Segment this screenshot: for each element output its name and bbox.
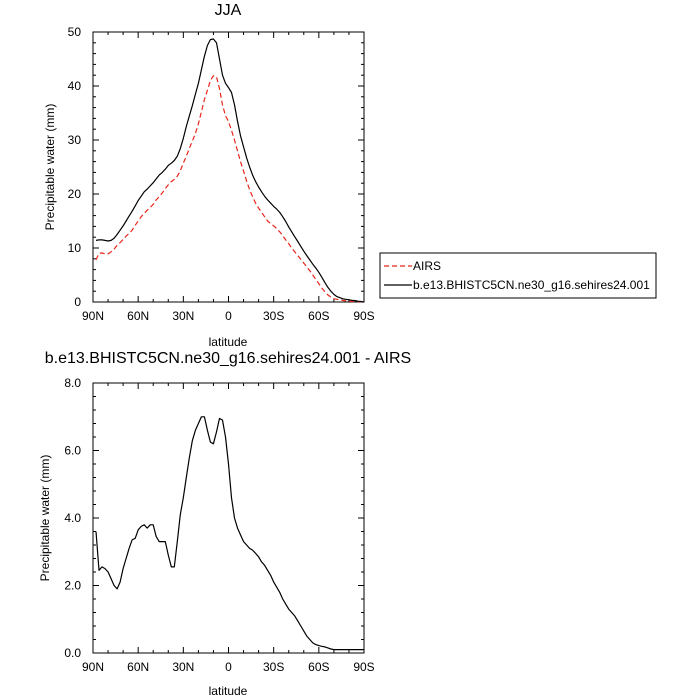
top-ytick-label: 0 bbox=[74, 295, 81, 309]
top-series-lines bbox=[95, 38, 365, 303]
bottom-ytick-label: 6.0 bbox=[64, 444, 81, 458]
bottom-ytick-label: 4.0 bbox=[64, 511, 81, 525]
bottom-xtick-label: 60S bbox=[308, 660, 329, 674]
legend-box bbox=[379, 252, 657, 299]
top-xtick-label: 90S bbox=[353, 309, 374, 323]
bottom-ytick-label: 0.0 bbox=[64, 646, 81, 660]
bottom-xtick-label: 30N bbox=[172, 660, 194, 674]
legend-model-label: b.e13.BHISTC5CN.ne30_g16.sehires24.001 bbox=[413, 278, 650, 292]
top-ytick-label: 50 bbox=[68, 25, 82, 39]
top-x-axis-label: latitude bbox=[209, 335, 248, 349]
legend-airs-label: AIRS bbox=[413, 259, 441, 273]
top-series-line-0 bbox=[95, 75, 365, 303]
top-ytick-label: 10 bbox=[68, 241, 82, 255]
top-axis-ticks: 90N 60N 30N 0 30S 60S 90S 0 10 20 30 40 50 bbox=[68, 25, 375, 323]
top-ytick-label: 20 bbox=[68, 187, 82, 201]
top-plot-frame bbox=[92, 31, 365, 303]
bottom-series-line-0 bbox=[95, 416, 364, 651]
bottom-y-axis-label: Precipitable water (mm) bbox=[38, 455, 52, 582]
bottom-ytick-label: 8.0 bbox=[64, 376, 81, 390]
bottom-panel: b.e13.BHISTC5CN.ne30_g16.sehires24.001 -… bbox=[38, 350, 411, 698]
top-chart-title: JJA bbox=[215, 2, 242, 19]
top-xtick-label: 60S bbox=[308, 309, 329, 323]
top-ytick-label: 40 bbox=[68, 79, 82, 93]
bottom-chart-title: b.e13.BHISTC5CN.ne30_g16.sehires24.001 -… bbox=[45, 350, 411, 367]
bottom-series-lines bbox=[95, 416, 364, 651]
bottom-axis-ticks: 90N 60N 30N 0 30S 60S 90S 0.0 2.0 4.0 6.0 8.0 bbox=[64, 376, 374, 674]
bottom-xtick-label: 90S bbox=[353, 660, 374, 674]
bottom-xtick-label: 90N bbox=[82, 660, 104, 674]
top-ytick-label: 30 bbox=[68, 133, 82, 147]
top-panel: JJA 90N 60N 30N 0 30S 60S 90S 0 10 20 30 40 50 latit… bbox=[43, 2, 375, 349]
top-xtick-label: 60N bbox=[127, 309, 149, 323]
top-xtick-label: 90N bbox=[82, 309, 104, 323]
bottom-plot-frame bbox=[92, 382, 365, 654]
bottom-xtick-label: 60N bbox=[127, 660, 149, 674]
top-xtick-label: 0 bbox=[225, 309, 232, 323]
top-xtick-label: 30S bbox=[263, 309, 284, 323]
top-series-line-1 bbox=[95, 38, 365, 303]
bottom-ytick-label: 2.0 bbox=[64, 579, 81, 593]
bottom-xtick-label: 0 bbox=[225, 660, 232, 674]
top-xtick-label: 30N bbox=[172, 309, 194, 323]
top-y-axis-label: Precipitable water (mm) bbox=[43, 104, 57, 231]
bottom-xtick-label: 30S bbox=[263, 660, 284, 674]
legend: AIRS b.e13.BHISTC5CN.ne30_g16.sehires24.… bbox=[379, 252, 657, 299]
bottom-x-axis-label: latitude bbox=[209, 684, 248, 698]
